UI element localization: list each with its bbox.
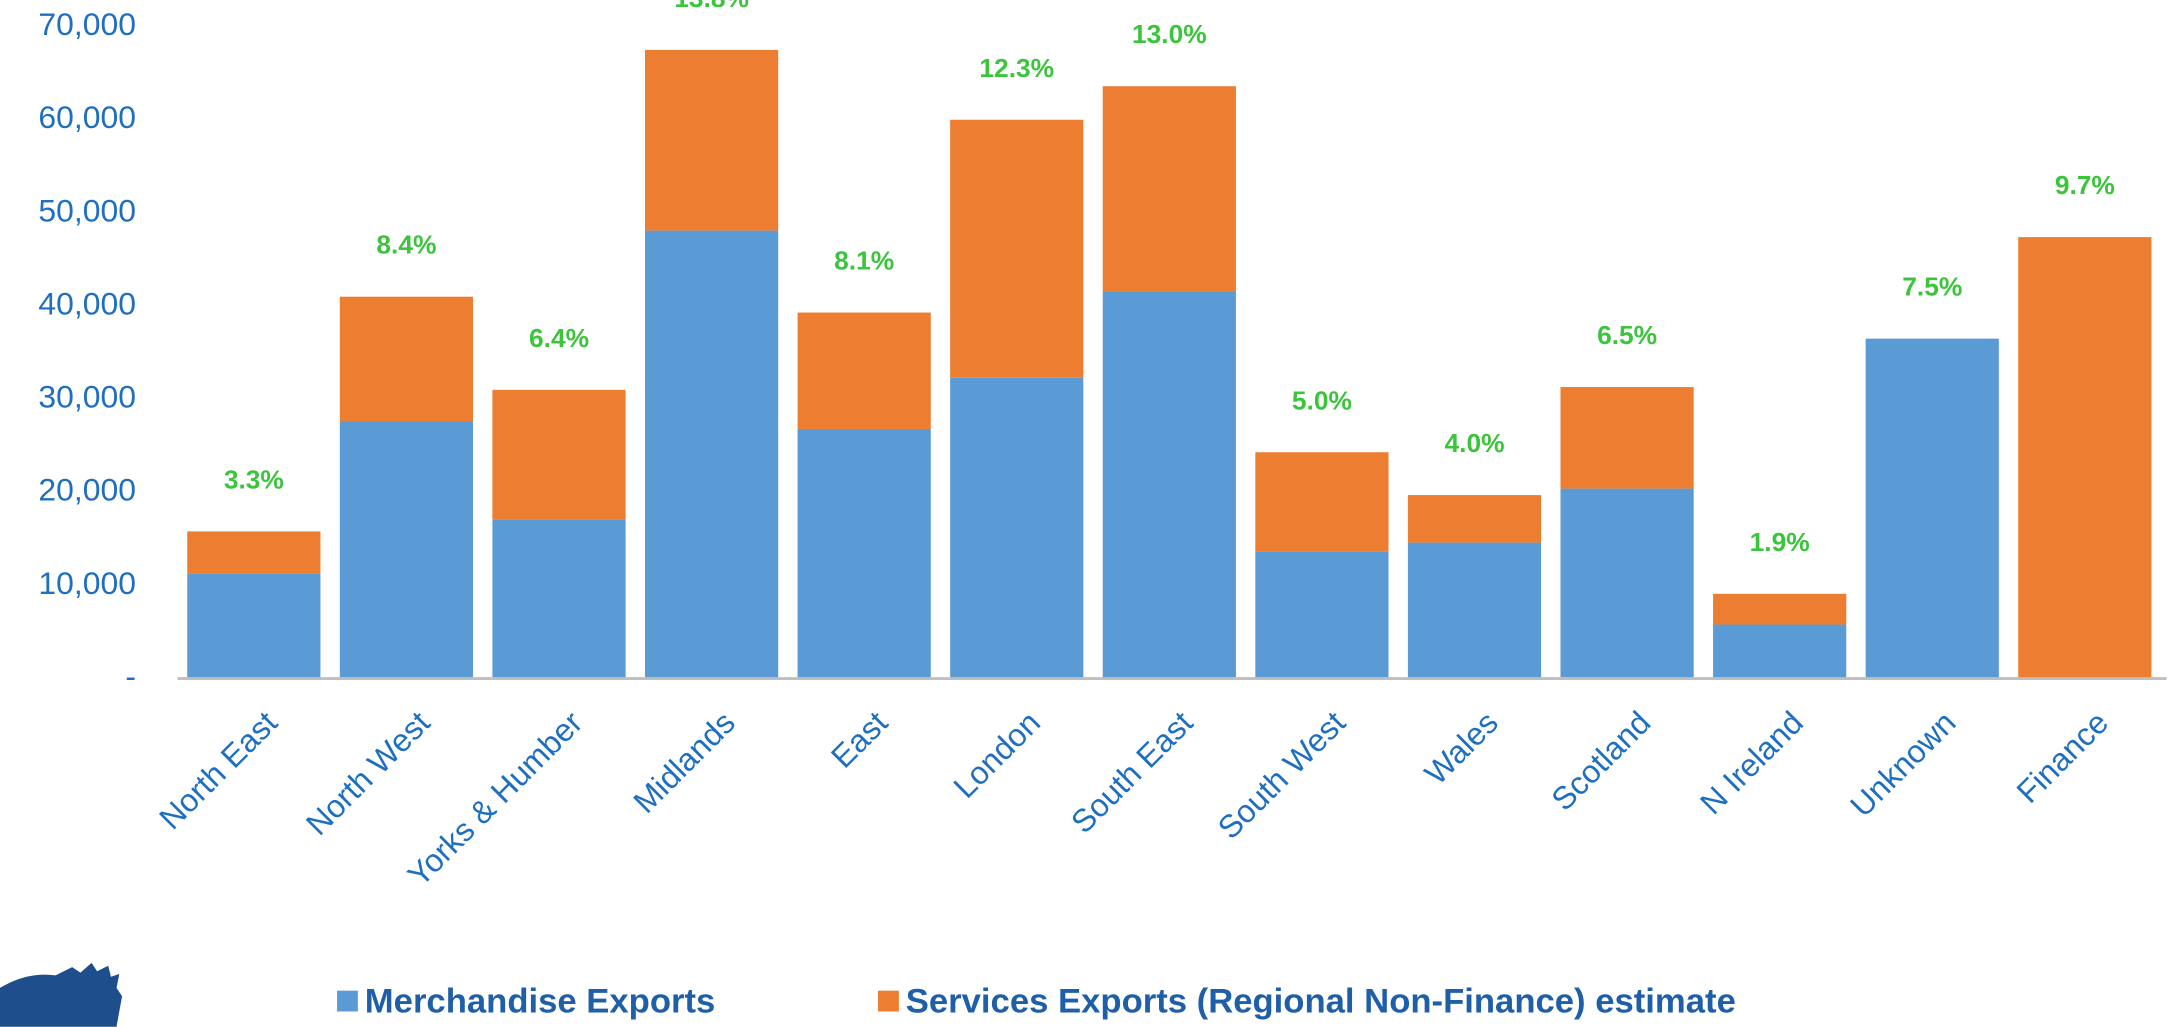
- legend-swatch: [337, 990, 358, 1012]
- bar-segment: [1255, 452, 1389, 552]
- bar-annotation: 3.3%: [224, 464, 284, 494]
- y-tick-label: -: [125, 658, 136, 694]
- bar-segment: [1713, 624, 1847, 679]
- y-tick-label: 30,000: [38, 379, 136, 415]
- y-tick-label: 40,000: [38, 285, 136, 321]
- bar-annotation: 6.5%: [1597, 320, 1657, 350]
- bar-segment: [339, 296, 474, 422]
- bar-annotation: 8.4%: [376, 230, 436, 260]
- x-tick-label: Wales: [1418, 704, 1505, 791]
- bar-segment: [797, 312, 931, 429]
- bar-segment: [950, 377, 1084, 679]
- bar-segment: [1560, 488, 1694, 679]
- x-tick-label: North West: [299, 704, 437, 842]
- bar-segment: [492, 389, 626, 520]
- x-tick-label: Midlands: [626, 704, 742, 820]
- y-tick-label: 70,000: [38, 6, 136, 42]
- x-tick-label: South West: [1211, 704, 1353, 846]
- y-tick-label: 50,000: [38, 192, 136, 228]
- bar-annotation: 1.9%: [1750, 527, 1810, 557]
- x-tick-label: East: [824, 704, 895, 775]
- bar-segment: [1407, 542, 1542, 679]
- bar-segment: [339, 421, 474, 679]
- bar-segment: [492, 519, 626, 679]
- bar-annotation: 8.1%: [834, 246, 894, 276]
- bar-segment: [1102, 291, 1236, 679]
- bar-annotation: 13.0%: [1132, 19, 1207, 49]
- legend-swatch: [878, 990, 899, 1012]
- x-tick-label: Scotland: [1544, 704, 1657, 817]
- bar-annotation: 12.3%: [979, 53, 1054, 83]
- x-tick-label: London: [946, 704, 1047, 805]
- bar-segment: [187, 573, 321, 679]
- legend-label: Merchandise Exports: [365, 982, 716, 1020]
- bar-segment: [2018, 237, 2152, 679]
- logo: [0, 962, 123, 1027]
- x-tick-label: N Ireland: [1693, 704, 1810, 821]
- bar-segment: [950, 119, 1084, 378]
- bar-segment: [187, 531, 321, 574]
- bar-segment: [1560, 387, 1694, 489]
- bar-segment: [644, 49, 779, 231]
- bar-annotation: 4.0%: [1444, 428, 1504, 458]
- y-tick-label: 10,000: [38, 565, 136, 601]
- y-tick-label: 20,000: [38, 472, 136, 508]
- legend-label: Services Exports (Regional Non-Finance) …: [906, 982, 1736, 1020]
- bar-segment: [1865, 338, 1999, 679]
- bar-annotation: 5.0%: [1292, 385, 1352, 415]
- bar-segment: [1713, 593, 1847, 625]
- bar-segment: [1255, 551, 1389, 679]
- y-tick-label: 60,000: [38, 99, 136, 135]
- bar-segment: [1407, 495, 1542, 543]
- bar-annotation: 7.5%: [1902, 272, 1962, 302]
- bar-segment: [1102, 86, 1236, 292]
- bar-annotation: 6.4%: [529, 323, 589, 353]
- x-tick-label: Unknown: [1843, 704, 1962, 823]
- bar-segment: [797, 428, 931, 679]
- bar-annotation: 13.8%: [674, 0, 749, 13]
- x-tick-label: North East: [152, 704, 284, 836]
- bar-segment: [644, 230, 779, 679]
- x-tick-label: Finance: [2009, 704, 2115, 810]
- x-tick-label: South East: [1064, 704, 1200, 840]
- bar-annotation: 9.7%: [2055, 170, 2115, 200]
